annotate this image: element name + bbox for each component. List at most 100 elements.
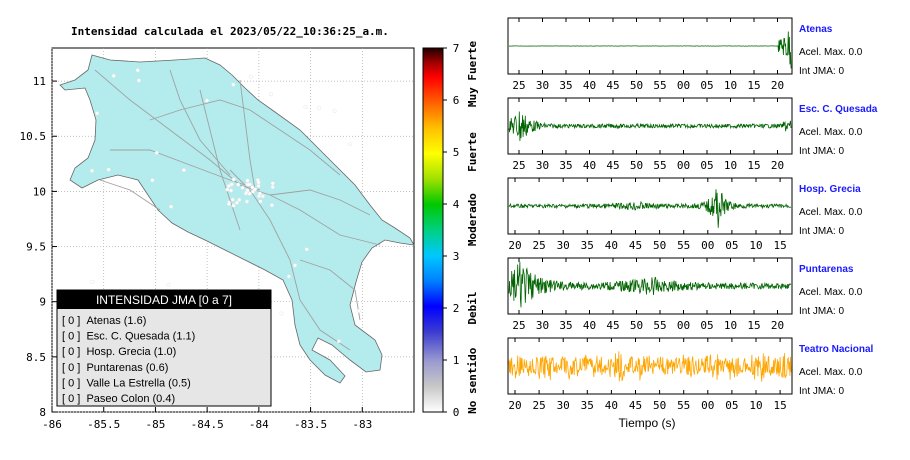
waveform-tick-label: 15 bbox=[747, 319, 760, 332]
station-point bbox=[169, 204, 174, 209]
station-point bbox=[90, 279, 95, 284]
waveform-tick-label: 20 bbox=[771, 319, 784, 332]
station-point bbox=[336, 339, 341, 344]
station-point bbox=[317, 106, 322, 111]
station-point bbox=[257, 191, 262, 196]
colorbar-tick-label: 7 bbox=[453, 42, 460, 55]
station-point bbox=[111, 73, 116, 78]
waveform-tick-label: 05 bbox=[700, 319, 713, 332]
costa-rica-land bbox=[59, 54, 415, 384]
waveform-panel: 25 30 35 40 45 50 55 00 05 10 15 20 Atenas Acel. Max.… bbox=[507, 17, 863, 92]
station-info: Int JMA: 0 bbox=[799, 66, 844, 77]
waveform-tick-label: 55 bbox=[677, 399, 690, 412]
waveform-tick-label: 10 bbox=[724, 159, 737, 172]
road-line bbox=[269, 189, 371, 216]
legend-box bbox=[56, 289, 272, 407]
waveform-tick-label: 55 bbox=[653, 159, 666, 172]
station-point bbox=[303, 104, 308, 109]
station-info: Acel. Max. 0.0 bbox=[799, 287, 863, 298]
legend-header: INTENSIDAD JMA [0 a 7] bbox=[96, 293, 232, 307]
waveform-tick-label: 30 bbox=[557, 399, 570, 412]
waveform-tick-label: 40 bbox=[583, 159, 596, 172]
waveform-tick-label: 10 bbox=[749, 399, 762, 412]
station-point bbox=[256, 180, 261, 185]
station-point bbox=[248, 74, 253, 79]
legend-item: [ 0 ] Esc. C. Quesada (1.1) bbox=[62, 331, 195, 343]
waveform-tick-label: 05 bbox=[725, 399, 738, 412]
waveform-tick-label: 55 bbox=[653, 79, 666, 92]
station-point bbox=[258, 199, 263, 204]
station-info: Acel. Max. 0.0 bbox=[799, 367, 863, 378]
waveform-tick-label: 10 bbox=[724, 79, 737, 92]
station-point bbox=[279, 311, 284, 316]
map-x-tick-label: -85 bbox=[145, 418, 165, 431]
map-x-tick-label: -85.5 bbox=[87, 418, 120, 431]
waveform-line bbox=[508, 189, 792, 228]
waveform-tick-label: 10 bbox=[749, 239, 762, 252]
waveform-tick-label: 25 bbox=[512, 79, 525, 92]
legend-item: [ 0 ] Valle La Estrella (0.5) bbox=[62, 377, 191, 389]
map-y-tick-label: 10 bbox=[33, 185, 46, 198]
waveform-tick-label: 50 bbox=[653, 239, 666, 252]
station-name: Atenas bbox=[799, 24, 833, 35]
station-point bbox=[234, 200, 239, 205]
waveform-tick-label: 15 bbox=[773, 239, 786, 252]
station-point bbox=[231, 203, 236, 208]
station-point bbox=[245, 178, 250, 183]
station-name: Esc. C. Quesada bbox=[799, 104, 878, 115]
map-y-tick-label: 11 bbox=[33, 75, 46, 88]
waveform-tick-label: 30 bbox=[557, 239, 570, 252]
station-name: Teatro Nacional bbox=[799, 344, 873, 355]
waveform-tick-label: 30 bbox=[536, 319, 549, 332]
station-point bbox=[286, 274, 291, 279]
map-y-tick-label: 8.5 bbox=[26, 351, 46, 364]
station-point bbox=[154, 150, 159, 155]
waveform-tick-label: 15 bbox=[747, 159, 760, 172]
waveform-line bbox=[508, 111, 792, 142]
waveform-tick-label: 00 bbox=[701, 239, 714, 252]
station-point bbox=[230, 197, 235, 202]
station-point bbox=[225, 187, 230, 192]
waveform-tick-label: 00 bbox=[701, 399, 714, 412]
colorbar-tick-label: 0 bbox=[453, 406, 460, 419]
colorbar-ramp bbox=[422, 47, 444, 413]
legend-header-bg bbox=[57, 290, 271, 309]
waveform-panel: 20 25 30 35 40 45 50 55 00 05 10 15 Teatro Nacional A… bbox=[507, 337, 873, 412]
road-line bbox=[169, 69, 231, 176]
map-x-axis: -86 -85.5 -85 -84.5 -84 -83.5 -83 bbox=[42, 407, 372, 431]
road-line bbox=[99, 179, 161, 211]
waveform-tick-label: 45 bbox=[606, 79, 619, 92]
legend-item: [ 0 ] Paseo Colon (0.4) bbox=[62, 393, 175, 405]
station-point bbox=[356, 308, 361, 313]
station-point bbox=[231, 82, 236, 87]
station-point bbox=[236, 182, 241, 187]
waveform-tick-label: 15 bbox=[773, 399, 786, 412]
road-line bbox=[149, 99, 341, 176]
station-point bbox=[250, 185, 255, 190]
station-point bbox=[231, 177, 236, 182]
road-line bbox=[239, 79, 256, 191]
waveform-tick-label: 10 bbox=[724, 319, 737, 332]
station-point bbox=[304, 247, 309, 252]
station-point bbox=[204, 98, 209, 103]
waveform-tick-label: 40 bbox=[583, 79, 596, 92]
station-info: Acel. Max. 0.0 bbox=[799, 207, 863, 218]
station-point bbox=[270, 185, 275, 190]
legend-items: [ 0 ] Atenas (1.6) [ 0 ] Esc. C. Quesada … bbox=[62, 315, 195, 405]
waveform-tick-label: 00 bbox=[677, 319, 690, 332]
waveform-tick-label: 35 bbox=[559, 319, 572, 332]
colorbar-tick-label: 3 bbox=[453, 250, 460, 263]
road-line bbox=[299, 259, 361, 321]
station-info: Acel. Max. 0.0 bbox=[799, 127, 863, 138]
station-point bbox=[95, 111, 100, 116]
station-point bbox=[332, 108, 337, 113]
station-point bbox=[270, 181, 275, 186]
waveform-tick-label: 25 bbox=[512, 159, 525, 172]
waveform-tick-label: 25 bbox=[532, 399, 545, 412]
waveform-tick-label: 45 bbox=[606, 159, 619, 172]
station-point bbox=[150, 178, 155, 183]
waveform-tick-label: 50 bbox=[630, 319, 643, 332]
waveform-tick-label: 15 bbox=[747, 79, 760, 92]
waveform-tick-label: 45 bbox=[606, 319, 619, 332]
map-y-tick-label: 10.5 bbox=[20, 130, 47, 143]
